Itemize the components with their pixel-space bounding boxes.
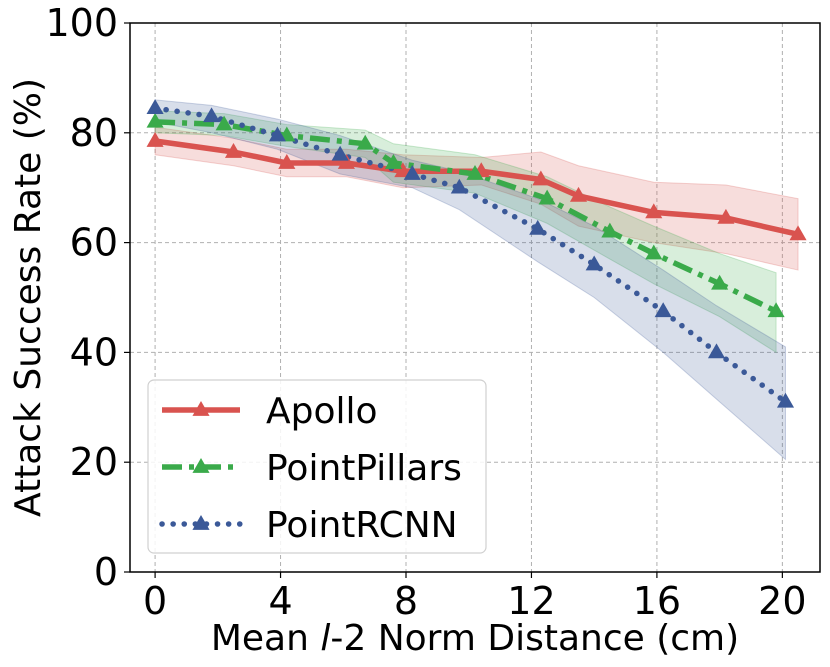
pointrcnn-point [403,164,421,180]
apollo-point [717,208,735,224]
pointrcnn-line [152,105,789,405]
x-tick-label: 4 [268,579,292,623]
legend-swatch-marker [192,401,210,416]
legend-label: PointRCNN [266,505,458,546]
pointrcnn-point [529,219,547,235]
apollo-point [532,170,550,186]
plot-frame [129,22,821,573]
apollo-point [645,203,663,219]
legend-label: Apollo [266,391,378,432]
apollo-point [569,186,588,202]
x-axis-label-prefix: Mean [211,618,321,659]
x-axis-label: Mean l-2 Norm Distance (cm) [211,618,739,659]
pointpillars-point [711,274,729,290]
series-markers [146,99,807,408]
pointpillars-point [466,164,484,180]
legend-swatch-marker [192,515,210,530]
y-tick-label: 80 [70,111,118,155]
x-axis-label-italic: l [320,618,330,659]
pointpillars-point [384,153,403,169]
pointpillars-point [146,112,164,128]
apollo-point [337,153,355,169]
pointpillars-point [645,244,663,260]
legend-item-apollo: Apollo [162,391,378,432]
x-tick-label: 16 [633,579,681,623]
x-tick-label: 8 [394,579,418,623]
pointpillars-point [601,222,619,238]
pointrcnn-point [146,99,164,114]
legend: Apollo PointPillars PointRCNN [147,379,487,554]
apollo-point [278,153,296,169]
legend-item-pointpillars: PointPillars [162,448,462,489]
x-tick-label: 20 [758,579,806,623]
pointrcnn-point [707,343,726,359]
x-axis-label-suffix: -2 Norm Distance (cm) [330,618,739,659]
x-tick-label: 12 [507,579,555,623]
pointrcnn-point [450,178,468,194]
y-tick-label: 60 [70,221,118,265]
pointpillars-point [538,189,556,205]
pointrcnn-point [331,145,349,161]
y-tick-label: 100 [45,1,118,45]
y-tick-label: 20 [70,440,118,484]
pointpillars-point [767,302,785,318]
apollo-point [394,162,412,178]
y-tick-label: 40 [70,330,118,374]
pointpillars-point [215,115,233,131]
apollo-point [789,225,807,241]
x-axis-ticks: 0 4 8 12 16 20 [143,572,807,623]
apollo-point [146,132,164,147]
apollo-point [224,143,243,158]
legend-item-pointrcnn: PointRCNN [159,505,458,546]
pointrcnn-point [268,126,286,142]
y-axis-ticks: 0 20 40 60 80 100 [45,1,130,594]
y-tick-label: 0 [94,550,118,594]
pointrcnn-point [776,392,795,408]
x-tick-label: 0 [143,579,167,623]
pointrcnn-point [585,255,603,271]
pointrcnn-point [202,107,221,123]
pointrcnn-point [654,302,672,318]
legend-label: PointPillars [266,448,462,489]
legend-swatch-marker [192,458,210,473]
pointpillars-point [356,134,374,150]
y-axis-label: Attack Success Rate (%) [8,78,49,517]
legend-box [147,379,487,554]
